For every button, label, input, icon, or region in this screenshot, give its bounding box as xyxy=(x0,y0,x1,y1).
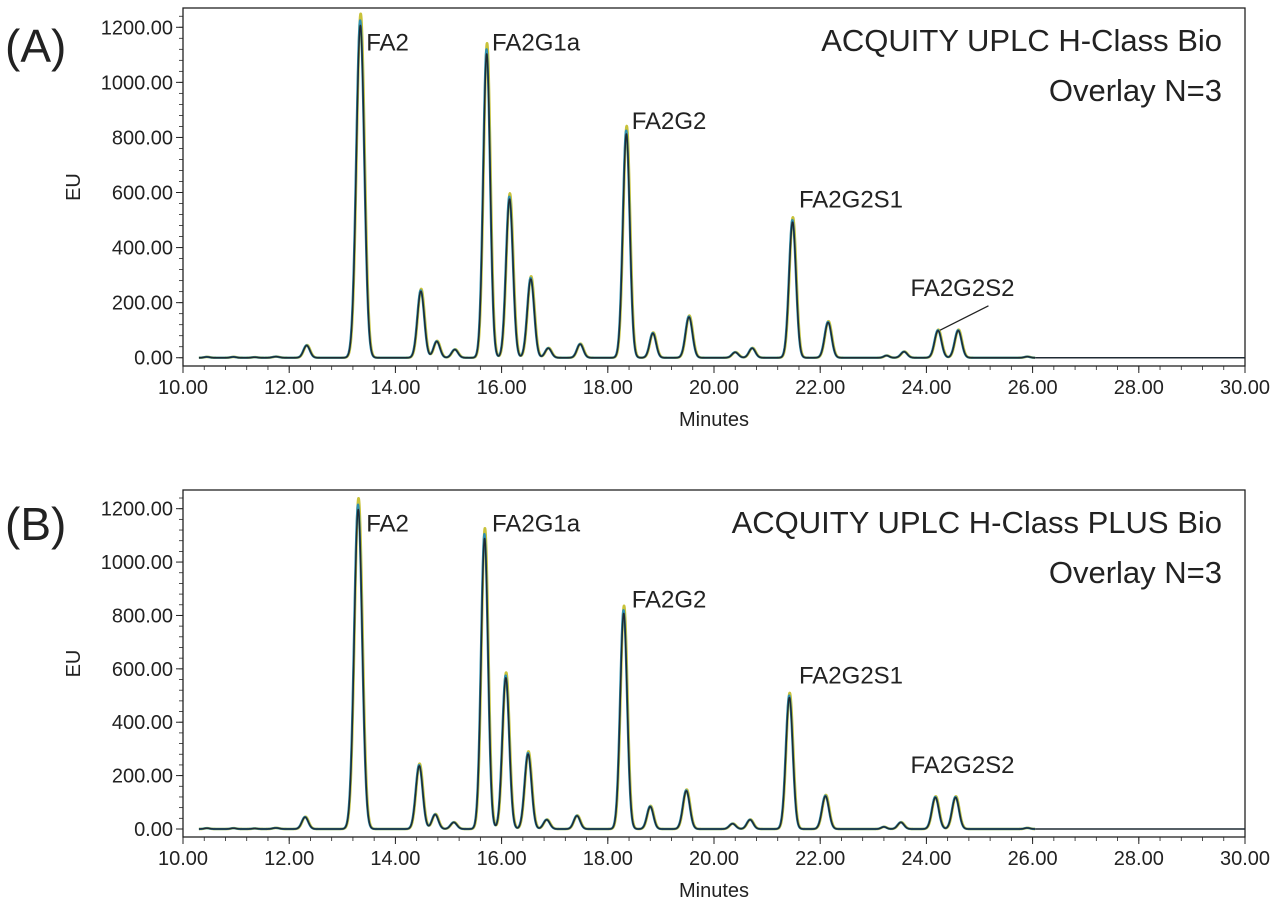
y-tick-label: 200.00 xyxy=(112,766,173,788)
panel-a: 10.00 12.00 14.00 16.00 18.00 20.00 22.00 24.00… xyxy=(5,7,1270,431)
panel-label: (A) xyxy=(5,20,66,72)
x-tick-label: 14.00 xyxy=(370,377,420,399)
chart-title: ACQUITY UPLC H-Class PLUS Bio xyxy=(732,505,1222,540)
plot-frame xyxy=(182,489,1246,838)
x-tick-label: 26.00 xyxy=(1008,848,1058,870)
peak-label: FA2 xyxy=(366,30,409,57)
chart-subtitle: Overlay N=3 xyxy=(1049,555,1222,590)
y-tick-label: 0.00 xyxy=(134,348,173,370)
x-tick-label: 16.00 xyxy=(477,377,527,399)
peak-label: FA2G1a xyxy=(492,510,581,537)
x-tick-label: 14.00 xyxy=(370,848,420,870)
plot-frame xyxy=(182,7,1246,367)
x-tick-label: 24.00 xyxy=(901,848,951,870)
x-tick-label: 22.00 xyxy=(795,848,845,870)
x-tick-label: 10.00 xyxy=(158,848,208,870)
y-axis-label: EU xyxy=(63,650,85,678)
y-tick-label: 200.00 xyxy=(112,293,173,315)
x-tick-label: 20.00 xyxy=(689,377,739,399)
trace-line-3 xyxy=(198,508,1036,830)
peak-pointer-line xyxy=(939,305,989,331)
y-tick-label: 400.00 xyxy=(112,712,173,734)
y-tick-label: 600.00 xyxy=(112,659,173,681)
x-axis-label: Minutes xyxy=(679,409,749,431)
panel-label: (B) xyxy=(5,498,66,550)
x-tick-label: 16.00 xyxy=(477,848,527,870)
x-tick-label: 12.00 xyxy=(264,848,314,870)
y-tick-label: 0.00 xyxy=(134,819,173,841)
panel-b: 10.00 12.00 14.00 16.00 18.00 20.00 22.00 24.00… xyxy=(5,489,1270,902)
y-tick-label: 1200.00 xyxy=(101,499,173,521)
x-tick-label: 30.00 xyxy=(1220,848,1270,870)
x-tick-label: 28.00 xyxy=(1114,377,1164,399)
x-tick-label: 22.00 xyxy=(795,377,845,399)
y-tick-label: 800.00 xyxy=(112,605,173,627)
peak-label: FA2G2S2 xyxy=(910,275,1014,302)
peak-label: FA2G2S1 xyxy=(799,663,903,690)
y-tick-label: 800.00 xyxy=(112,127,173,149)
x-tick-label: 20.00 xyxy=(689,848,739,870)
trace-line-2 xyxy=(198,19,1037,359)
peak-label: FA2 xyxy=(366,510,409,537)
peak-label: FA2G2S2 xyxy=(910,752,1014,779)
y-axis-label: EU xyxy=(63,173,85,201)
trace-line-3 xyxy=(198,24,1036,359)
peak-label: FA2G2 xyxy=(632,108,707,135)
y-tick-label: 1200.00 xyxy=(101,17,173,39)
y-tick-label: 400.00 xyxy=(112,238,173,260)
peak-label: FA2G2S1 xyxy=(799,187,903,214)
x-tick-label: 26.00 xyxy=(1008,377,1058,399)
x-axis-label: Minutes xyxy=(679,880,749,902)
x-tick-label: 10.00 xyxy=(158,377,208,399)
x-tick-label: 12.00 xyxy=(264,377,314,399)
x-tick-label: 24.00 xyxy=(901,377,951,399)
y-tick-label: 1000.00 xyxy=(101,72,173,94)
x-tick-label: 18.00 xyxy=(583,377,633,399)
x-tick-label: 28.00 xyxy=(1114,848,1164,870)
peak-label: FA2G2 xyxy=(632,586,707,613)
x-tick-label: 30.00 xyxy=(1220,377,1270,399)
peak-label: FA2G1a xyxy=(492,30,581,57)
chart-subtitle: Overlay N=3 xyxy=(1049,73,1222,108)
x-tick-label: 18.00 xyxy=(583,848,633,870)
chart-title: ACQUITY UPLC H-Class Bio xyxy=(821,23,1222,58)
trace-line-1 xyxy=(197,12,1037,360)
y-tick-label: 600.00 xyxy=(112,183,173,205)
y-tick-label: 1000.00 xyxy=(101,552,173,574)
